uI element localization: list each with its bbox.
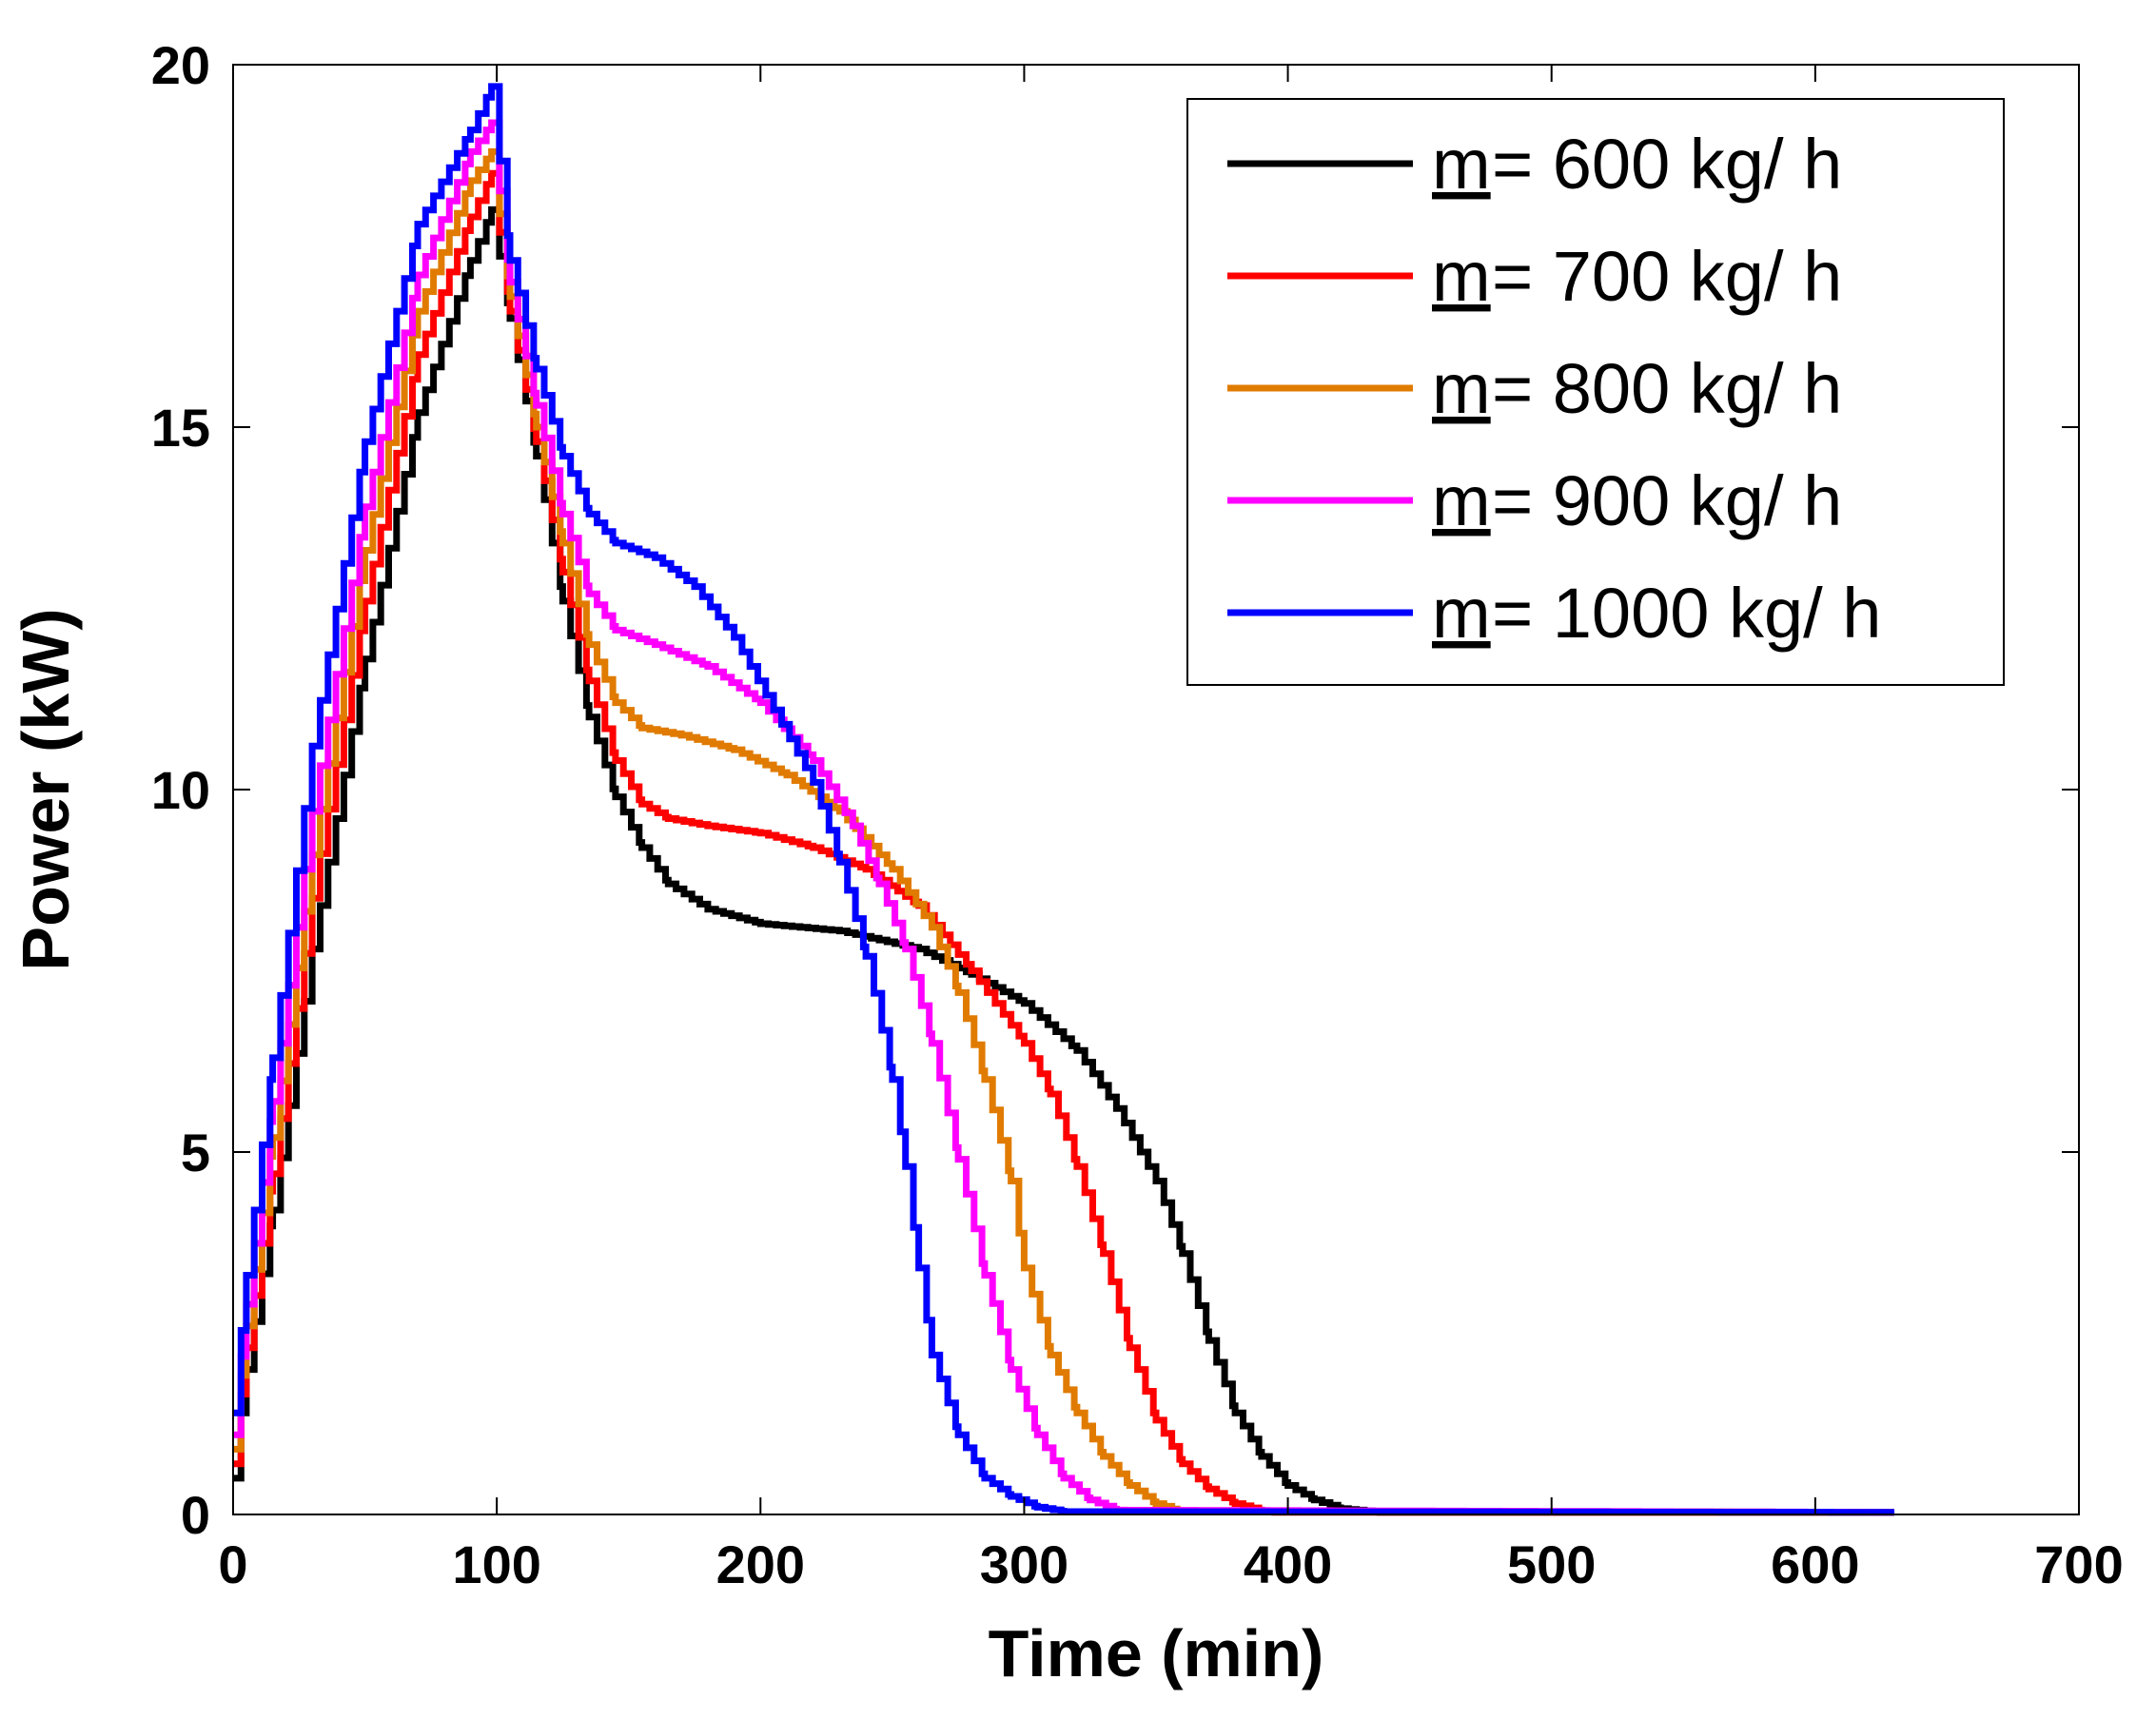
legend-label: = 1000 kg/ h xyxy=(1492,574,1881,653)
x-axis-label: Time (min) xyxy=(989,1616,1324,1690)
legend-symbol: m xyxy=(1432,461,1491,540)
ticks-layer: 0 100 200 300 400 500 600 700 0 5 10 15 20 xyxy=(151,35,2124,1594)
x-tick-label: 300 xyxy=(980,1534,1068,1594)
y-axis-label: Power (kW) xyxy=(9,608,83,970)
x-tick-label: 500 xyxy=(1507,1534,1596,1594)
legend-items: m = 600 kg/ hm = 700 kg/ hm = 800 kg/ hm = 9… xyxy=(1227,125,1881,653)
legend: m = 600 kg/ hm = 700 kg/ hm = 800 kg/ hm = 9… xyxy=(1186,98,2005,686)
legend-label: = 800 kg/ h xyxy=(1492,349,1842,428)
series-layer xyxy=(233,83,1894,1516)
legend-symbol: m xyxy=(1432,574,1491,653)
legend-item: m = 800 kg/ h xyxy=(1227,349,1842,428)
legend-item: m = 900 kg/ h xyxy=(1227,461,1842,540)
legend-symbol: m xyxy=(1432,125,1491,204)
legend-label: = 900 kg/ h xyxy=(1492,461,1842,540)
x-tick-label: 0 xyxy=(218,1534,247,1594)
y-tick-label: 10 xyxy=(151,760,210,820)
series-line-4 xyxy=(233,83,1894,1516)
legend-symbol: m xyxy=(1432,349,1491,428)
x-tick-label: 600 xyxy=(1771,1534,1859,1594)
legend-label: = 600 kg/ h xyxy=(1492,125,1842,204)
legend-symbol: m xyxy=(1432,237,1491,316)
legend-box xyxy=(1186,98,2005,686)
legend-item: m = 600 kg/ h xyxy=(1227,125,1842,204)
y-tick-label: 0 xyxy=(181,1485,210,1545)
x-tick-label: 400 xyxy=(1244,1534,1332,1594)
y-tick-label: 15 xyxy=(151,398,210,458)
x-tick-label: 100 xyxy=(452,1534,540,1594)
legend-item: m = 1000 kg/ h xyxy=(1227,574,1881,653)
x-tick-label: 700 xyxy=(2034,1534,2123,1594)
legend-label: = 700 kg/ h xyxy=(1492,237,1842,316)
y-tick-label: 20 xyxy=(151,35,210,95)
legend-item: m = 700 kg/ h xyxy=(1227,237,1842,316)
y-tick-label: 5 xyxy=(181,1123,210,1182)
x-tick-label: 200 xyxy=(716,1534,805,1594)
